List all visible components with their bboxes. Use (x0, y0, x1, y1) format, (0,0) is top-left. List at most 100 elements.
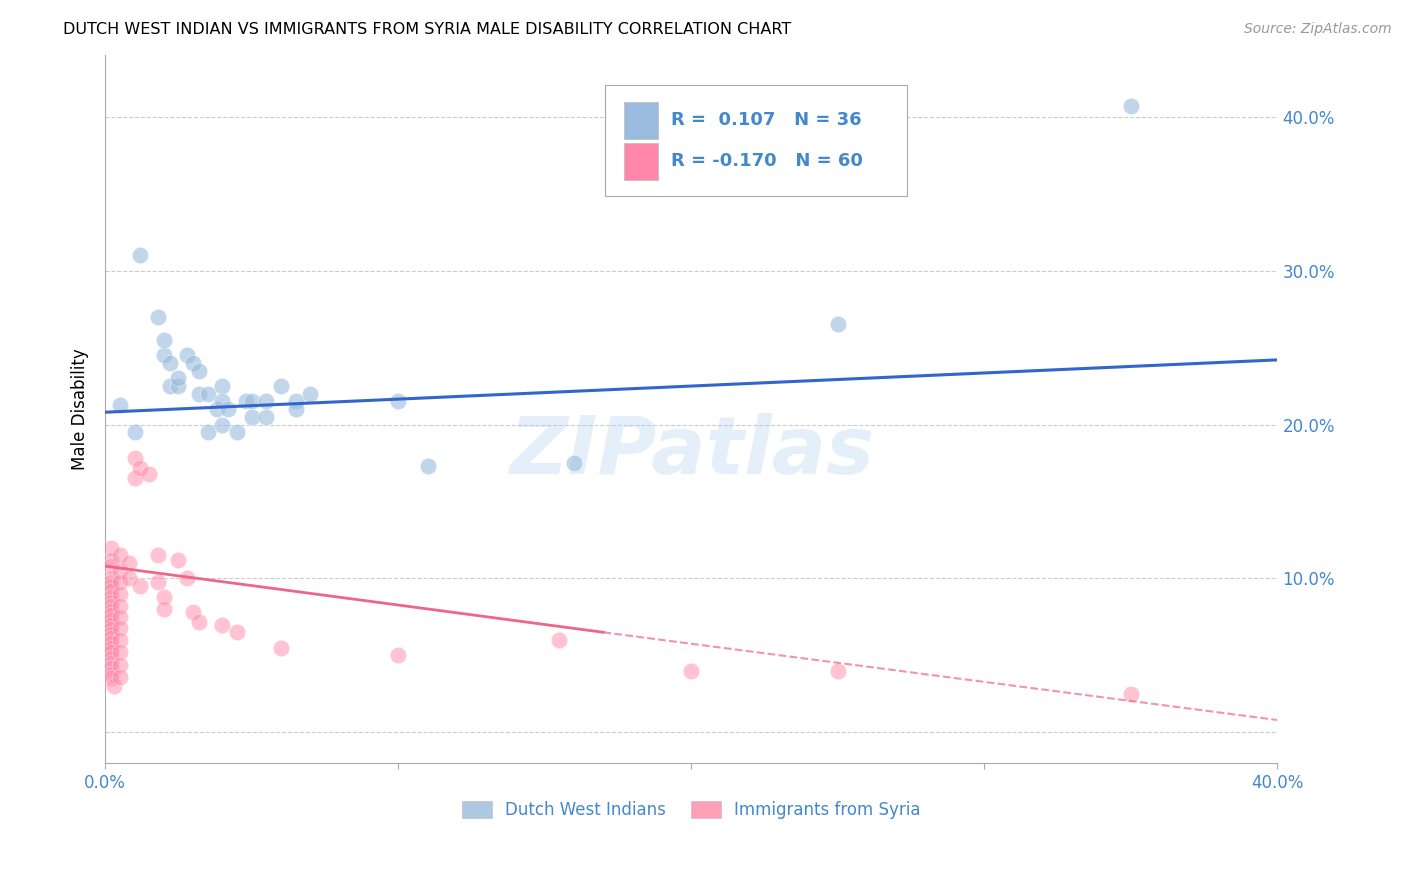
Text: R = -0.170   N = 60: R = -0.170 N = 60 (671, 153, 862, 170)
Point (387, 394, 409, 409)
Point (181, 356, 204, 370)
Point (146, 549, 169, 563)
Text: ZIPatlas: ZIPatlas (509, 413, 873, 491)
Point (197, 386, 219, 401)
Point (100, 613, 122, 627)
Point (205, 402, 228, 417)
Point (108, 657, 131, 672)
Point (188, 386, 211, 401)
Point (153, 602, 176, 616)
Point (100, 651, 122, 665)
Point (118, 556, 141, 570)
Point (211, 379, 233, 393)
Point (124, 425, 146, 440)
Point (100, 594, 122, 608)
Point (167, 553, 190, 567)
Point (100, 559, 122, 574)
Point (211, 394, 233, 409)
Point (827, 318, 849, 332)
Point (240, 409, 263, 424)
Point (167, 379, 190, 393)
Point (124, 471, 146, 485)
Point (100, 672, 122, 686)
Point (387, 648, 409, 663)
Point (562, 456, 585, 470)
Point (299, 386, 322, 401)
Point (100, 604, 122, 618)
Point (100, 617, 122, 632)
Point (146, 310, 169, 324)
Point (100, 574, 122, 589)
Point (176, 348, 198, 362)
Point (416, 459, 439, 474)
Point (217, 402, 239, 417)
Point (270, 640, 292, 655)
Point (226, 625, 249, 640)
Text: R =  0.107   N = 36: R = 0.107 N = 36 (671, 112, 862, 129)
Point (129, 579, 152, 593)
Point (108, 632, 131, 647)
Point (100, 627, 122, 641)
Point (108, 397, 131, 411)
Legend: Dutch West Indians, Immigrants from Syria: Dutch West Indians, Immigrants from Syri… (456, 794, 928, 826)
Point (138, 467, 160, 481)
Point (197, 425, 219, 440)
Point (159, 379, 181, 393)
Point (176, 571, 198, 585)
Point (100, 541, 122, 555)
Point (211, 617, 233, 632)
Point (181, 605, 204, 619)
Point (100, 666, 122, 681)
Point (100, 608, 122, 623)
Point (100, 579, 122, 593)
Point (118, 571, 141, 585)
Point (153, 590, 176, 604)
Point (100, 661, 122, 675)
Point (100, 645, 122, 659)
Point (254, 394, 277, 409)
Point (108, 645, 131, 659)
Point (108, 610, 131, 624)
Point (129, 460, 152, 475)
Point (188, 615, 211, 629)
Point (124, 451, 146, 466)
Point (100, 622, 122, 636)
Point (100, 640, 122, 655)
Point (108, 670, 131, 684)
Point (108, 574, 131, 589)
Point (108, 564, 131, 578)
Point (100, 632, 122, 646)
Point (129, 248, 152, 262)
Point (100, 571, 122, 585)
Point (108, 599, 131, 614)
Point (284, 394, 307, 409)
Text: Source: ZipAtlas.com: Source: ZipAtlas.com (1244, 22, 1392, 37)
Point (100, 656, 122, 670)
Text: DUTCH WEST INDIAN VS IMMIGRANTS FROM SYRIA MALE DISABILITY CORRELATION CHART: DUTCH WEST INDIAN VS IMMIGRANTS FROM SYR… (63, 22, 792, 37)
Point (1119, 99, 1142, 113)
Point (153, 333, 176, 347)
Point (548, 632, 571, 647)
Point (270, 379, 292, 393)
Point (240, 394, 263, 409)
Point (211, 417, 233, 432)
Point (284, 402, 307, 417)
Point (1119, 687, 1142, 701)
Point (103, 679, 125, 693)
Point (153, 348, 176, 362)
Y-axis label: Male Disability: Male Disability (72, 348, 89, 470)
Point (254, 409, 277, 424)
Point (100, 583, 122, 598)
Point (100, 636, 122, 650)
Point (827, 664, 849, 678)
Point (226, 425, 249, 440)
Point (100, 553, 122, 567)
Point (146, 574, 169, 589)
Point (108, 621, 131, 635)
Point (108, 587, 131, 601)
Point (235, 394, 257, 409)
Point (159, 356, 181, 370)
Point (100, 590, 122, 604)
Point (108, 549, 131, 563)
Point (188, 364, 211, 378)
